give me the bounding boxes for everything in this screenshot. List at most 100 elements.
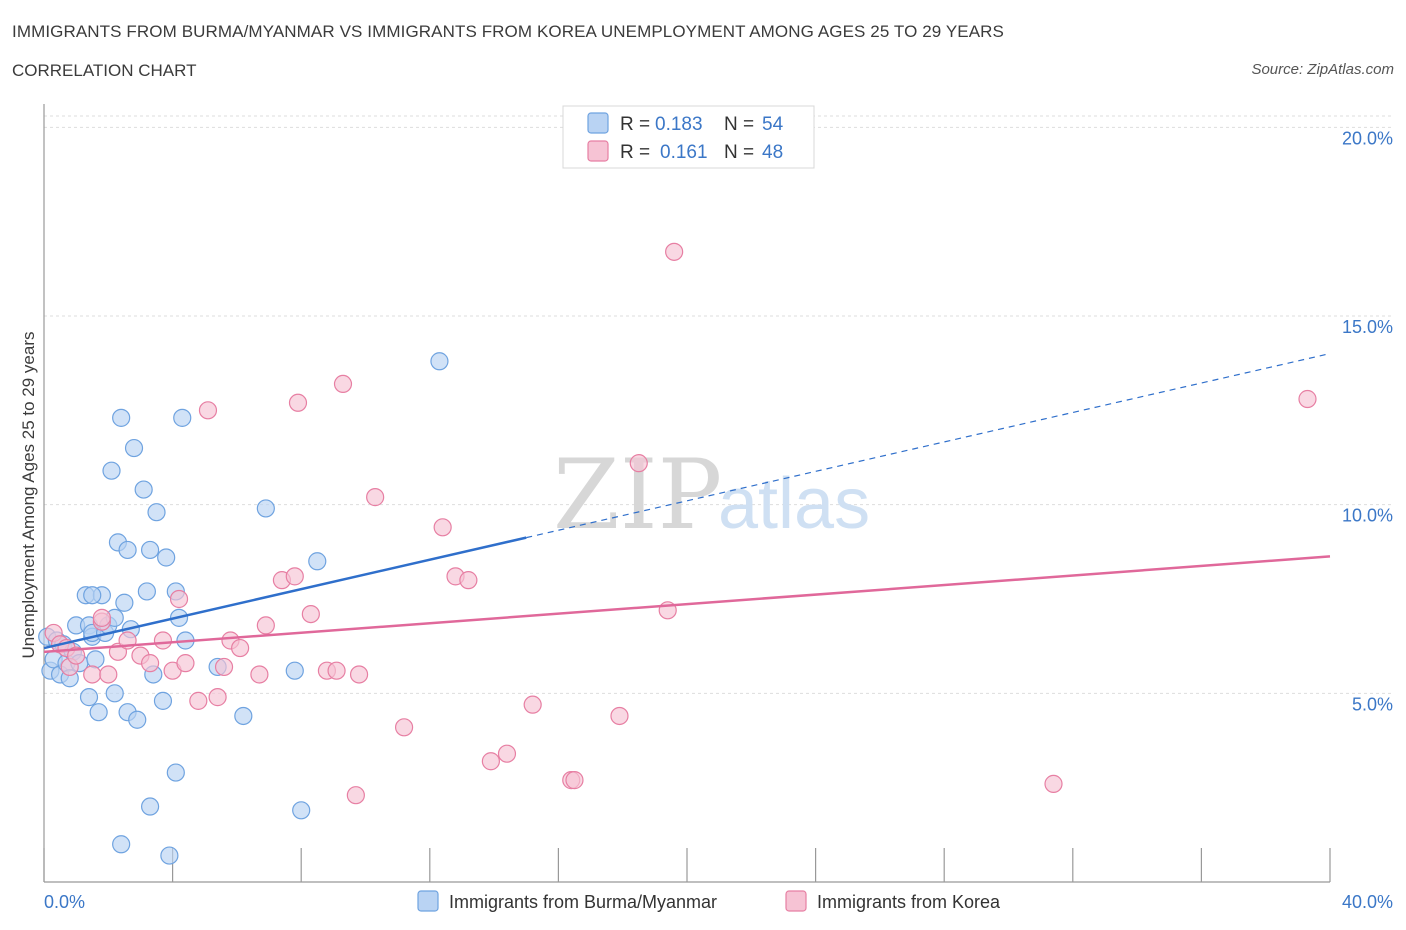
scatter-point-burma (147, 503, 166, 522)
scatter-point-burma (89, 703, 108, 722)
y-tick-label: 10.0% (1342, 506, 1393, 526)
scatter-point-burma (292, 801, 311, 820)
legend-r-value-burma: 0.183 (655, 114, 703, 135)
scatter-point-burma (157, 548, 176, 567)
scatter-point-korea (288, 393, 308, 412)
scatter-point-burma (102, 461, 121, 480)
scatter-point-korea (1298, 389, 1317, 409)
scatter-point-korea (366, 488, 385, 507)
source-label: Source: ZipAtlas.com (1251, 61, 1394, 78)
scatter-point-korea (333, 374, 353, 394)
scatter-point-burma (430, 352, 449, 371)
scatter-point-burma (160, 846, 179, 865)
series-legend-swatch-burma (417, 890, 439, 912)
chart-subtitle: CORRELATION CHART (12, 61, 197, 80)
scatter-point-burma (140, 797, 160, 816)
scatter-point-burma (140, 540, 160, 560)
trend-line-korea (43, 555, 1331, 654)
scatter-point-korea (285, 567, 304, 586)
scatter-point-burma (308, 552, 327, 571)
series-legend-swatch-korea (785, 890, 807, 912)
scatter-point-korea (153, 631, 173, 650)
x-tick-labels: 0.0% 40.0% (44, 892, 1393, 912)
scatter-point-korea (346, 786, 365, 805)
y-tick-labels: 5.0% 10.0% 15.0% 20.0% (1342, 128, 1393, 714)
scatter-point-burma (86, 650, 105, 669)
scatter-point-burma (105, 684, 124, 703)
scatter-point-burma (173, 408, 192, 427)
trend-line-extension-burma (526, 352, 1331, 539)
scatter-point-korea (67, 646, 86, 665)
chart-title: IMMIGRANTS FROM BURMA/MYANMAR VS IMMIGRA… (12, 22, 1004, 41)
series-legend: Immigrants from Burma/Myanmar Immigrants… (417, 890, 1001, 912)
scatter-point-burma (134, 480, 153, 499)
scatter-point-burma (153, 691, 173, 710)
y-tick-label: 20.0% (1342, 128, 1393, 148)
trend-lines (43, 352, 1331, 654)
legend-r-label: R = (620, 114, 650, 135)
scatter-point-burma (137, 582, 156, 601)
scatter-point-korea (481, 752, 500, 771)
scatter-point-korea (565, 771, 584, 790)
legend-n-value-korea: 48 (762, 142, 783, 163)
y-tick-label: 15.0% (1342, 317, 1393, 337)
scatter-point-korea (349, 665, 369, 684)
y-axis-label: Unemployment Among Ages 25 to 29 years (19, 332, 38, 659)
scatter-point-burma (128, 710, 147, 729)
legend-n-label: N = (724, 142, 754, 163)
scatter-point-korea (231, 638, 250, 658)
series-legend-label-korea: Immigrants from Korea (817, 892, 1001, 912)
scatter-point-korea (394, 718, 414, 737)
scatter-point-korea (92, 608, 111, 627)
scatter-point-korea (83, 665, 102, 684)
correlation-legend: R = 0.183 N = 54 R = 0.161 N = 48 (562, 105, 815, 169)
scatter-point-korea (610, 706, 629, 726)
scatter-point-korea (214, 657, 234, 677)
scatter-point-burma (115, 593, 134, 612)
scatter-point-burma (118, 540, 137, 560)
scatter-point-korea (459, 571, 478, 590)
trend-line-burma (43, 536, 527, 650)
legend-n-value-burma: 54 (762, 114, 784, 135)
scatter-point-korea (497, 744, 517, 763)
scatter-point-burma (112, 835, 131, 854)
scatter-point-korea (169, 589, 189, 609)
scatter-point-korea (250, 665, 269, 684)
scatter-point-burma (112, 408, 131, 427)
scatter-point-korea (208, 688, 227, 707)
legend-r-value-korea: 0.161 (660, 142, 708, 163)
scatter-point-burma (234, 706, 253, 726)
scatter-point-burma (124, 438, 144, 458)
scatter-point-korea (1044, 774, 1063, 793)
scatter-point-burma (285, 661, 304, 680)
axes (43, 104, 1331, 883)
scatter-point-korea (140, 654, 160, 673)
scatter-point-korea (433, 518, 452, 537)
scatter-point-burma (83, 586, 102, 605)
scatter-point-korea (665, 242, 684, 261)
grid-lines (44, 115, 1392, 694)
y-tick-label: 5.0% (1352, 694, 1393, 714)
scatter-point-korea (301, 604, 320, 624)
scatter-point-burma (79, 688, 99, 707)
series-legend-label-burma: Immigrants from Burma/Myanmar (449, 892, 717, 912)
legend-n-label: N = (724, 114, 754, 135)
x-tick-label-min: 0.0% (44, 892, 85, 912)
scatter-point-korea (189, 691, 208, 710)
x-tick-label-max: 40.0% (1342, 892, 1393, 912)
scatter-point-korea (99, 665, 118, 684)
legend-r-label: R = (620, 142, 650, 163)
scatter-point-korea (629, 454, 648, 473)
scatter-point-korea (256, 616, 275, 635)
scatter-point-korea (176, 654, 195, 673)
legend-swatch-korea (587, 140, 609, 162)
scatter-point-korea (327, 661, 346, 680)
scatter-points (38, 242, 1317, 865)
scatter-point-burma (166, 763, 185, 782)
scatter-point-burma (256, 499, 275, 518)
scatter-point-korea (523, 695, 542, 714)
legend-swatch-burma (587, 112, 609, 134)
watermark-atlas: atlas (718, 464, 870, 544)
scatter-point-korea (198, 401, 218, 420)
